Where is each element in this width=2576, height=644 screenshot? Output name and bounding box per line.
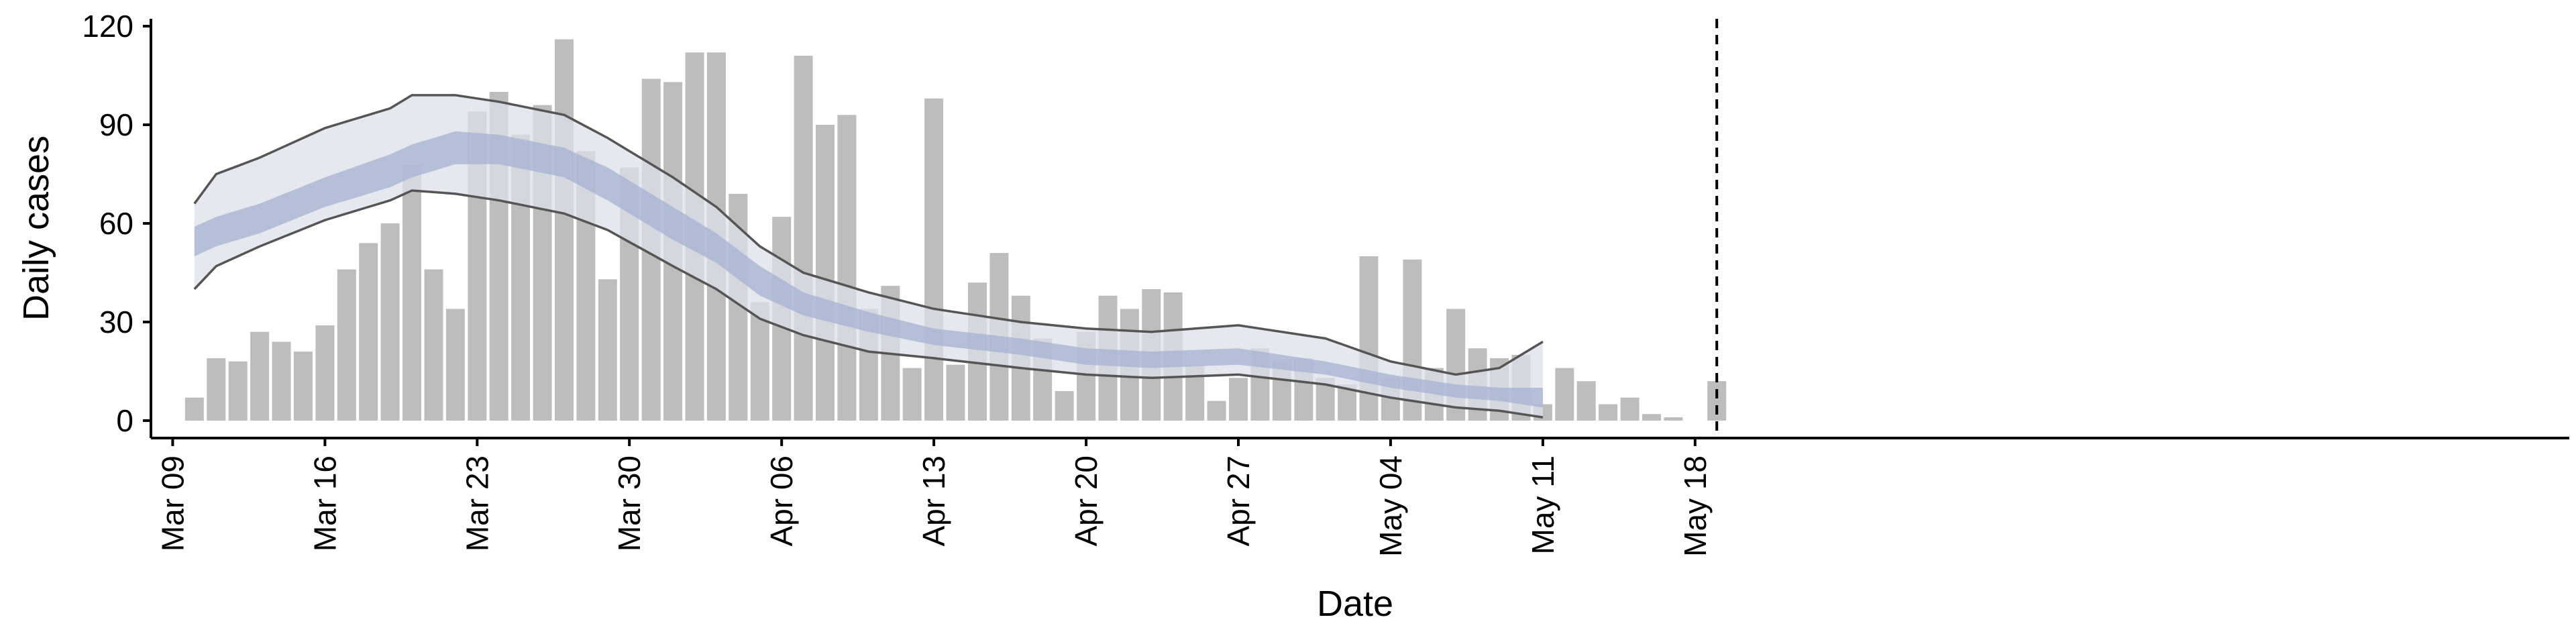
bar: [1642, 414, 1661, 421]
bar: [1620, 397, 1640, 421]
y-axis-title: Daily cases: [16, 136, 56, 321]
bar: [207, 358, 226, 421]
bar: [555, 39, 574, 421]
bar: [445, 309, 465, 421]
bar: [337, 269, 356, 421]
bar: [228, 361, 248, 421]
x-tick-label: May 11: [1525, 455, 1560, 554]
x-tick-label: Apr 27: [1221, 455, 1256, 547]
bar: [359, 243, 378, 421]
x-tick-label: Mar 16: [307, 455, 342, 551]
bar: [1707, 381, 1727, 421]
bar: [946, 364, 965, 421]
x-tick-label: Apr 13: [916, 455, 951, 547]
outer-interval-band: [194, 95, 1543, 418]
bar: [1207, 400, 1226, 421]
bar: [315, 325, 335, 421]
bar: [184, 397, 204, 421]
bar: [424, 269, 443, 421]
x-tick-label: Apr 20: [1069, 455, 1104, 547]
bar: [272, 341, 291, 421]
bar: [380, 223, 400, 421]
bar: [1055, 390, 1074, 421]
bar: [598, 279, 617, 421]
bar: [1359, 256, 1379, 421]
bar: [250, 331, 270, 421]
x-tick-label: Mar 09: [155, 455, 190, 551]
axis-labels: 0 30 60 90 120 Mar 09 Mar 16 Mar 23 Mar 30 Apr 06…: [82, 9, 1713, 557]
bar: [1599, 404, 1618, 421]
lower-bound-line: [193, 189, 1544, 419]
bar: [1229, 378, 1248, 421]
bar: [924, 98, 944, 421]
bar: [837, 115, 857, 421]
bar: [1576, 381, 1596, 421]
bar: [902, 368, 922, 421]
x-tick-label: Mar 23: [460, 455, 494, 551]
y-tick-label: 60: [99, 206, 133, 241]
bar: [1555, 368, 1574, 421]
y-tick-label: 90: [99, 107, 133, 142]
y-tick-label: 0: [116, 403, 133, 438]
bar: [1664, 417, 1683, 421]
x-tick-label: May 04: [1373, 455, 1408, 557]
bar: [402, 164, 421, 421]
axes: [143, 19, 2569, 446]
bar: [816, 125, 835, 421]
bar: [794, 56, 813, 421]
bar: [293, 352, 313, 421]
y-tick-label: 30: [99, 305, 133, 339]
x-tick-label: Mar 30: [612, 455, 647, 551]
y-tick-label: 120: [82, 9, 133, 44]
upper-bound-line: [193, 94, 1544, 376]
x-tick-label: Apr 06: [764, 455, 799, 547]
estimate-bands: [193, 94, 1544, 419]
x-axis-title: Date: [1317, 584, 1393, 624]
x-tick-label: May 18: [1678, 455, 1713, 557]
inner-interval-band: [194, 131, 1543, 408]
